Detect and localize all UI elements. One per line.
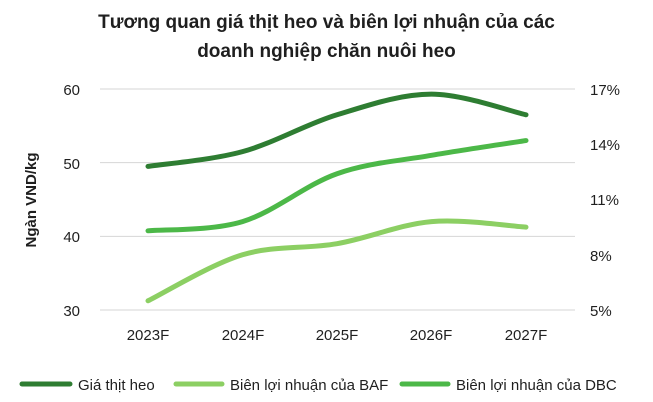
legend-label-dbc: Biên lợi nhuận của DBC: [456, 377, 617, 394]
legend-label-gia-thit-heo: Giá thịt heo: [78, 377, 155, 394]
x-tick-2023f: 2023F: [127, 327, 170, 344]
y-left-tick-40: 40: [63, 229, 80, 246]
series-line-0: [145, 91, 529, 169]
x-tick-2027f: 2027F: [505, 327, 548, 344]
y-right-tick-14: 14%: [590, 137, 620, 154]
y-right-tick-8: 8%: [590, 248, 612, 265]
chart-title: Tương quan giá thịt heo và biên lợi nhuậ…: [0, 8, 653, 66]
gridlines: [100, 88, 575, 311]
x-tick-2024f: 2024F: [222, 327, 265, 344]
series-line-1: [145, 218, 529, 304]
y-axis-label: Ngàn VND/kg: [23, 152, 40, 247]
y-right-tick-11: 11%: [590, 192, 619, 209]
chart-title-line-1: Tương quan giá thịt heo và biên lợi nhuậ…: [98, 12, 555, 33]
series-lines: [145, 91, 529, 304]
legend: Giá thịt heo Biên lợi nhuận của BAF Biên…: [19, 377, 617, 394]
y-left-tick-30: 30: [63, 303, 80, 320]
y-left-tick-50: 50: [63, 156, 80, 173]
left-axis-ticks: 60 50 40 30: [63, 82, 80, 320]
legend-label-baf: Biên lợi nhuận của BAF: [230, 377, 388, 394]
x-axis-ticks: 2023F 2024F 2025F 2026F 2027F: [127, 327, 548, 344]
y-right-tick-17: 17%: [590, 82, 620, 99]
y-right-tick-5: 5%: [590, 303, 612, 320]
y-left-tick-60: 60: [63, 82, 80, 99]
series-line-2: [145, 138, 529, 234]
x-tick-2025f: 2025F: [316, 327, 359, 344]
x-tick-2026f: 2026F: [410, 327, 453, 344]
chart-title-line-2: doanh nghiệp chăn nuôi heo: [197, 41, 456, 62]
right-axis-ticks: 17% 14% 11% 8% 5%: [590, 82, 620, 320]
